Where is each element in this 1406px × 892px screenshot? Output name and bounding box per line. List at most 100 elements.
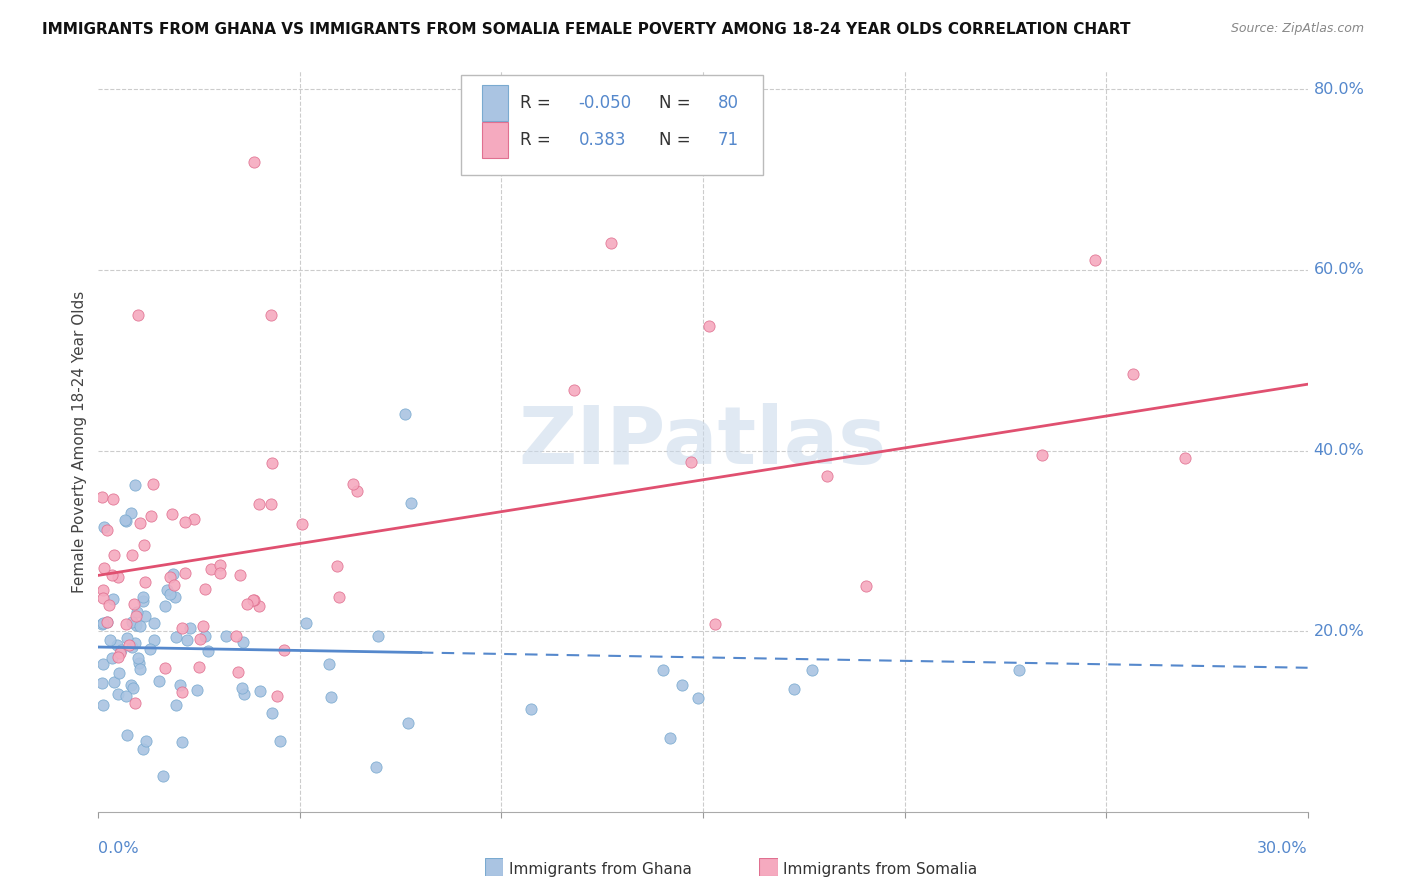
Text: IMMIGRANTS FROM GHANA VS IMMIGRANTS FROM SOMALIA FEMALE POVERTY AMONG 18-24 YEAR: IMMIGRANTS FROM GHANA VS IMMIGRANTS FROM… [42, 22, 1130, 37]
Point [235, 597, 257, 611]
Point [91, 676, 114, 690]
Point [188, 632, 211, 647]
Point [699, 318, 721, 333]
Point [124, 609, 146, 624]
Point [127, 651, 149, 665]
Point [91, 490, 114, 504]
Point [107, 569, 129, 583]
Point [98, 598, 121, 612]
Point [91, 591, 114, 605]
Point [394, 408, 416, 422]
Point [328, 590, 350, 604]
Point [273, 643, 295, 657]
Text: 80.0%: 80.0% [1313, 82, 1364, 97]
Point [200, 562, 222, 576]
Point [225, 629, 247, 643]
Point [162, 577, 184, 591]
Point [122, 681, 145, 696]
Point [855, 579, 877, 593]
Point [321, 690, 343, 704]
Point [172, 735, 194, 749]
Point [815, 469, 838, 483]
Text: -0.050: -0.050 [578, 95, 631, 112]
Point [295, 616, 318, 631]
Point [197, 644, 219, 658]
Point [1031, 448, 1053, 462]
Point [101, 651, 124, 665]
Point [232, 635, 254, 649]
Point [91, 617, 114, 632]
Point [93, 519, 115, 533]
Point [179, 621, 201, 635]
Text: N =: N = [659, 131, 696, 149]
Point [153, 661, 176, 675]
Point [110, 646, 132, 660]
Point [103, 548, 125, 562]
Text: 40.0%: 40.0% [1313, 443, 1364, 458]
Point [174, 566, 197, 580]
Point [96, 615, 118, 629]
Text: Immigrants from Ghana: Immigrants from Ghana [509, 863, 692, 877]
Text: 60.0%: 60.0% [1313, 262, 1364, 277]
Point [128, 656, 150, 670]
Point [115, 690, 138, 704]
Point [226, 665, 249, 679]
Point [169, 678, 191, 692]
Point [142, 615, 165, 630]
Text: 0.383: 0.383 [578, 131, 626, 149]
Point [366, 759, 388, 773]
Text: 71: 71 [717, 131, 738, 149]
Text: N =: N = [659, 95, 696, 112]
Point [562, 383, 585, 397]
Point [155, 599, 177, 613]
Point [165, 698, 187, 712]
Text: 30.0%: 30.0% [1257, 841, 1308, 856]
Point [115, 514, 138, 528]
Point [132, 538, 155, 552]
Point [170, 621, 193, 635]
Point [124, 617, 146, 632]
Point [704, 616, 727, 631]
Point [105, 638, 128, 652]
Point [107, 650, 129, 665]
Point [96, 615, 118, 629]
Point [135, 733, 157, 747]
Point [162, 567, 184, 582]
Point [107, 687, 129, 701]
Point [132, 741, 155, 756]
Point [129, 619, 152, 633]
Point [132, 594, 155, 608]
Bar [482, 122, 509, 158]
Point [91, 698, 114, 712]
Point [165, 590, 187, 604]
Point [124, 478, 146, 492]
Point [129, 662, 152, 676]
Point [399, 496, 422, 510]
Point [127, 308, 149, 322]
Point [121, 640, 143, 655]
Point [247, 599, 270, 613]
Point [121, 548, 143, 562]
Y-axis label: Female Poverty Among 18-24 Year Olds: Female Poverty Among 18-24 Year Olds [72, 291, 87, 592]
Point [686, 691, 709, 706]
Point [318, 657, 340, 672]
Point [142, 477, 165, 491]
Point [124, 697, 146, 711]
Point [1122, 367, 1144, 381]
Point [209, 566, 232, 581]
Point [93, 561, 115, 575]
Point [269, 734, 291, 748]
Point [124, 635, 146, 649]
Point [91, 616, 114, 631]
Point [100, 633, 122, 648]
Point [120, 506, 142, 520]
Point [186, 683, 208, 698]
Point [114, 513, 136, 527]
Point [128, 516, 150, 530]
Point [194, 582, 217, 597]
Point [266, 689, 288, 703]
Point [229, 567, 252, 582]
Point [260, 308, 283, 322]
Point [173, 516, 195, 530]
Point [247, 497, 270, 511]
